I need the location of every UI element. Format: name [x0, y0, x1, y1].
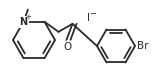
- Text: I: I: [86, 13, 90, 23]
- Text: O: O: [63, 42, 72, 52]
- Text: Br: Br: [137, 41, 149, 51]
- Text: +: +: [26, 14, 31, 20]
- Text: −: −: [90, 10, 97, 18]
- Text: N: N: [19, 17, 28, 27]
